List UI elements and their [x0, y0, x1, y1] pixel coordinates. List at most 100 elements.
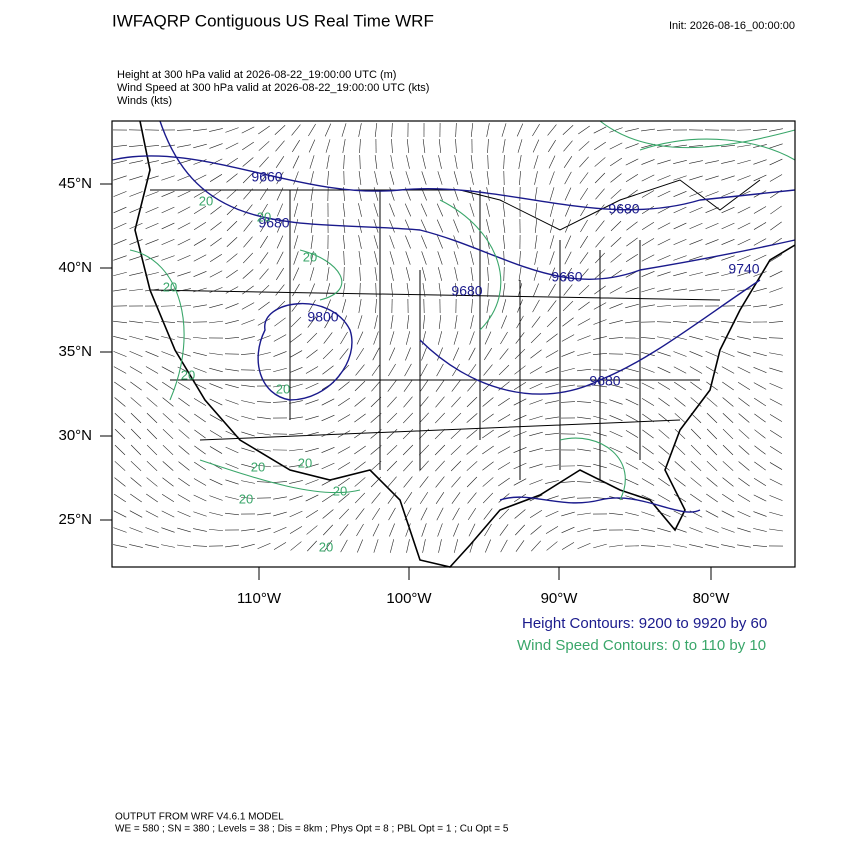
- wind-barb: [721, 255, 735, 261]
- wind-barb: [437, 347, 443, 361]
- wind-barb: [129, 239, 143, 245]
- wind-barb: [193, 478, 207, 486]
- wind-barb: [307, 316, 317, 328]
- wind-barb: [673, 206, 687, 214]
- wind-barb: [405, 235, 411, 249]
- wind-barb: [501, 315, 507, 329]
- wind-barb: [450, 412, 462, 424]
- wind-barb: [389, 331, 395, 345]
- wind-barb: [593, 336, 607, 340]
- height-contour-label: 9740: [728, 261, 759, 277]
- wind-barb: [177, 175, 191, 181]
- wind-barb: [341, 299, 347, 313]
- wind-barb: [321, 493, 335, 503]
- title: IWFAQRP Contiguous US Real Time WRF: [112, 11, 434, 30]
- wind-barb: [576, 401, 592, 403]
- wind-barb: [737, 544, 751, 548]
- wind-barb: [753, 351, 767, 357]
- wind-barb: [721, 288, 735, 292]
- wind-barb: [642, 429, 654, 439]
- wind-barb: [418, 444, 430, 456]
- wind-barb: [310, 203, 314, 217]
- wind-barb: [434, 412, 446, 424]
- wind-barb: [503, 187, 505, 201]
- wind-barb: [530, 525, 542, 535]
- wind-barb: [321, 478, 335, 486]
- wind-barb: [689, 222, 703, 230]
- wind-barb: [209, 174, 223, 182]
- wind-barb: [193, 352, 207, 356]
- wind-barb: [737, 175, 751, 181]
- wind-barb: [577, 448, 591, 452]
- wind-barb: [549, 187, 555, 201]
- wind-barb: [625, 430, 639, 438]
- wind-contour: [129, 120, 796, 501]
- wind-barb: [769, 462, 783, 470]
- wind-barb: [593, 302, 607, 310]
- wind-barb: [113, 271, 127, 277]
- wind-barb: [754, 429, 766, 439]
- height-contour-label: 9800: [307, 309, 338, 325]
- wind-barb: [310, 251, 314, 265]
- height-contour: [499, 496, 701, 513]
- wind-barb: [499, 348, 509, 360]
- wind-barb: [243, 204, 253, 216]
- wind-barb: [289, 383, 303, 389]
- wind-barb: [387, 476, 397, 488]
- wind-barb: [579, 187, 589, 201]
- wind-barb: [469, 235, 475, 249]
- wind-barb: [486, 123, 490, 137]
- wind-barb: [562, 125, 574, 135]
- wind-barb: [513, 447, 527, 453]
- wind-barb: [769, 511, 783, 517]
- wind-barb: [641, 352, 655, 356]
- wind-barb: [420, 507, 428, 521]
- wind-barb: [593, 319, 607, 325]
- footer-line: OUTPUT FROM WRF V4.6.1 MODEL: [115, 812, 284, 823]
- wind-barb: [736, 321, 752, 323]
- wind-barb: [498, 397, 510, 407]
- wind-barb: [145, 320, 159, 324]
- wind-barb: [129, 272, 143, 276]
- wind-barb: [769, 382, 783, 390]
- wind-barb: [193, 367, 207, 373]
- wind-barb: [453, 251, 459, 265]
- wind-barb: [609, 512, 623, 516]
- wind-barb: [705, 366, 719, 374]
- wind-barb: [673, 144, 687, 148]
- wind-barb: [753, 287, 767, 293]
- wind-barb: [256, 481, 272, 483]
- wind-barb: [451, 380, 461, 392]
- wind-barb: [114, 477, 126, 487]
- wind-barb: [161, 321, 175, 323]
- wind-barb: [308, 139, 316, 153]
- wind-barb: [257, 318, 271, 326]
- wind-barb: [673, 238, 687, 246]
- wind-barb: [419, 460, 429, 472]
- wind-barb: [737, 206, 751, 214]
- wind-barb: [545, 432, 559, 436]
- wind-barb: [310, 187, 314, 201]
- height-contour: [419, 279, 761, 395]
- wind-barb: [470, 267, 474, 281]
- wind-barb: [753, 174, 767, 182]
- wind-barb: [193, 336, 207, 340]
- wind-barb: [487, 154, 489, 170]
- wind-barb: [641, 190, 655, 198]
- wind-barb: [374, 123, 378, 137]
- wind-barb: [545, 448, 559, 452]
- wind-barb: [514, 365, 526, 375]
- wind-barb: [355, 347, 365, 361]
- wind-barb: [515, 540, 525, 552]
- wind-barb: [517, 299, 523, 313]
- wind-barb: [340, 539, 348, 553]
- wind-barb: [453, 523, 459, 537]
- wind-barb: [337, 446, 351, 454]
- wind-barb: [625, 512, 639, 516]
- wind-barb: [322, 365, 334, 375]
- wind-barb: [453, 539, 459, 553]
- wind-barb: [486, 203, 490, 217]
- wind-barb: [658, 461, 670, 471]
- wind-barb: [374, 315, 378, 329]
- wind-barb: [531, 316, 541, 328]
